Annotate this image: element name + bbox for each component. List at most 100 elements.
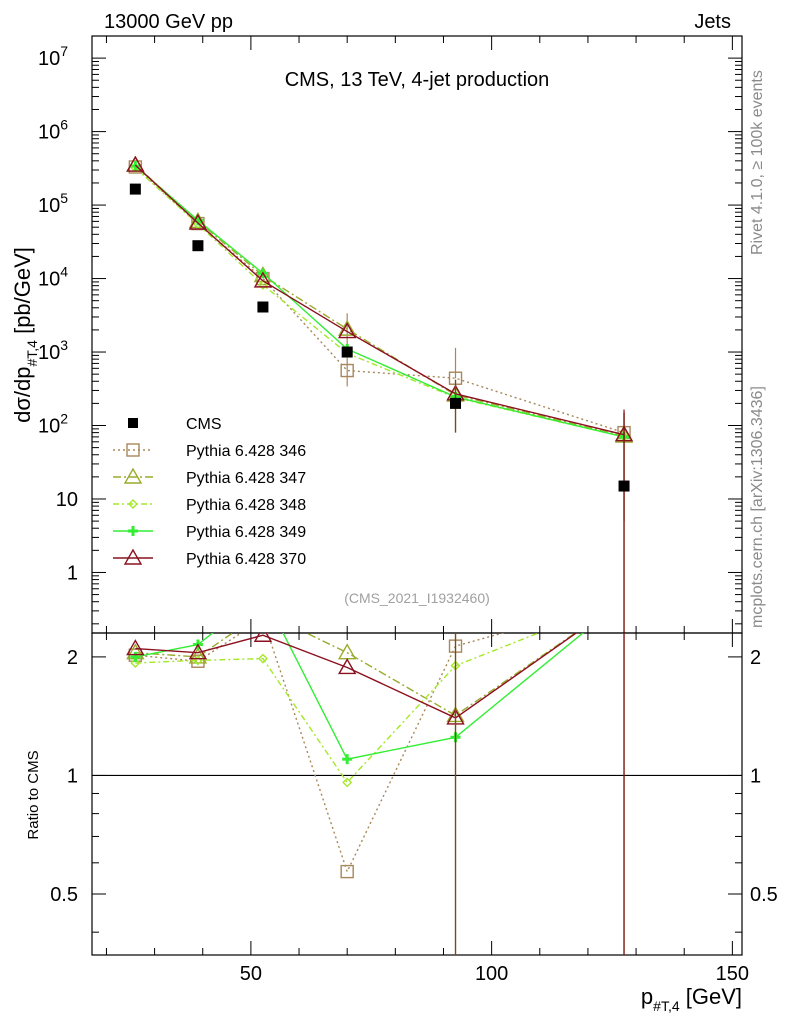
header-collision-label: 13000 GeV pp [104, 11, 233, 33]
data-point [618, 480, 630, 492]
series-marker [337, 658, 357, 675]
series-marker [342, 777, 353, 788]
y-tick-label-base: 10 [38, 122, 60, 144]
data-point [450, 397, 462, 409]
y-tick-label-exp: 7 [60, 43, 68, 59]
rivet-version-label: Rivet 4.1.0, ≥ 100k events [749, 70, 766, 255]
series-marker [123, 467, 143, 484]
series-line [134, 166, 625, 434]
series-line [134, 167, 625, 438]
legend-label: Pythia 6.428 370 [186, 551, 306, 568]
series-marker [340, 864, 354, 879]
ratio-tick-label: 2 [67, 647, 78, 669]
ratio-series-line [135, 633, 577, 717]
ratio-series-line [135, 633, 506, 874]
series-marker [253, 271, 273, 288]
series-marker [257, 653, 268, 664]
y-tick-label-base: 1 [67, 562, 78, 584]
legend-label: Pythia 6.428 347 [186, 470, 306, 487]
ratio-panel: 50 100 150 0.5 0.5 1 1 2 2 Ratio to CMS [25, 588, 778, 985]
y-tick-label-exp: 3 [60, 337, 68, 353]
series-line [134, 164, 625, 437]
y-tick-label-base: 10 [38, 342, 60, 364]
series-marker [128, 526, 138, 536]
y-tick-label: 104 [38, 264, 68, 291]
y-tick-label-base: 10 [38, 416, 60, 438]
legend-marker-cms [128, 418, 138, 428]
x-tick-label: 50 [240, 963, 262, 985]
chart-title: CMS, 13 TeV, 4-jet production [285, 69, 550, 91]
y-tick-label-base: 10 [38, 195, 60, 217]
x-axis-label-unit: [GeV] [680, 984, 742, 1009]
y-axis-label-unit: [pb/GeV] [10, 247, 35, 340]
series-marker [128, 499, 138, 509]
ratio-tick-label-right: 2 [750, 647, 761, 669]
y-axis-label-sub: #T,4 [24, 340, 40, 367]
series-marker [342, 754, 353, 765]
y-tick-label-exp: 2 [60, 411, 68, 427]
series-marker [337, 319, 357, 336]
ratio-series-line [135, 633, 578, 719]
y-tick-label-base: 10 [56, 489, 78, 511]
series-marker [130, 651, 141, 662]
legend-label: Pythia 6.428 349 [186, 524, 306, 541]
series-marker [253, 633, 273, 642]
series-marker [123, 548, 143, 565]
y-tick-label-exp: 5 [60, 190, 68, 206]
mcplots-reference-label: mcplots.cern.ch [arXiv:1306.3436] [749, 386, 766, 628]
ratio-tick-label: 0.5 [50, 884, 78, 906]
series-marker [258, 588, 268, 598]
series-marker [126, 639, 145, 656]
series-line [134, 164, 625, 436]
ratio-plot-frame [91, 632, 743, 956]
series-marker [130, 658, 141, 668]
main-series [126, 155, 634, 633]
ratio-series [126, 588, 625, 955]
header-observable-label: Jets [694, 11, 731, 33]
series-marker [126, 443, 140, 457]
y-tick-label: 107 [38, 43, 68, 70]
y-axis-label-main: dσ/dp [10, 367, 35, 423]
x-tick-label: 150 [716, 963, 749, 985]
data-point [192, 240, 204, 252]
legend-label: Pythia 6.428 346 [186, 443, 306, 460]
y-tick-label: 10 [56, 489, 78, 511]
y-tick-label-exp: 6 [60, 117, 68, 133]
y-tick-label-exp: 4 [60, 264, 68, 280]
main-plot-frame [91, 35, 743, 634]
y-tick-label: 105 [38, 190, 68, 217]
x-axis-label-sub: #T,4 [653, 998, 680, 1014]
series-marker [257, 279, 268, 290]
ratio-tick-label-right: 1 [750, 765, 761, 787]
y-tick-label-base: 10 [38, 269, 60, 291]
ratio-series-line [135, 633, 541, 784]
legend: CMS Pythia 6.428 346 Pythia 6.428 347 Pythi… [113, 416, 306, 568]
y-axis-label: dσ/dp#T,4 [pb/GeV] [10, 247, 40, 423]
data-point [129, 183, 141, 195]
series-marker [340, 363, 354, 378]
y-tick-label: 102 [38, 411, 68, 438]
x-axis-label-main: p [641, 984, 653, 1009]
series-marker [337, 322, 357, 339]
series-line [134, 165, 625, 438]
ratio-tick-label: 1 [67, 765, 78, 787]
data-point [341, 346, 353, 358]
x-axis-label: p#T,4 [GeV] [641, 984, 742, 1014]
y-tick-label-base: 10 [38, 48, 60, 70]
ratio-tick-label-right: 0.5 [750, 884, 778, 906]
x-tick-label: 100 [475, 963, 508, 985]
data-point [257, 301, 269, 313]
analysis-label: (CMS_2021_I1932460) [344, 590, 490, 606]
ratio-y-axis-label: Ratio to CMS [25, 750, 42, 839]
ratio-series-line [135, 633, 585, 760]
series-marker [188, 213, 208, 230]
series-marker [188, 643, 208, 660]
y-tick-label: 1 [67, 562, 78, 584]
series-marker [188, 647, 208, 664]
y-tick-label: 103 [38, 337, 68, 364]
legend-label: CMS [186, 416, 222, 433]
series-marker [126, 155, 145, 172]
